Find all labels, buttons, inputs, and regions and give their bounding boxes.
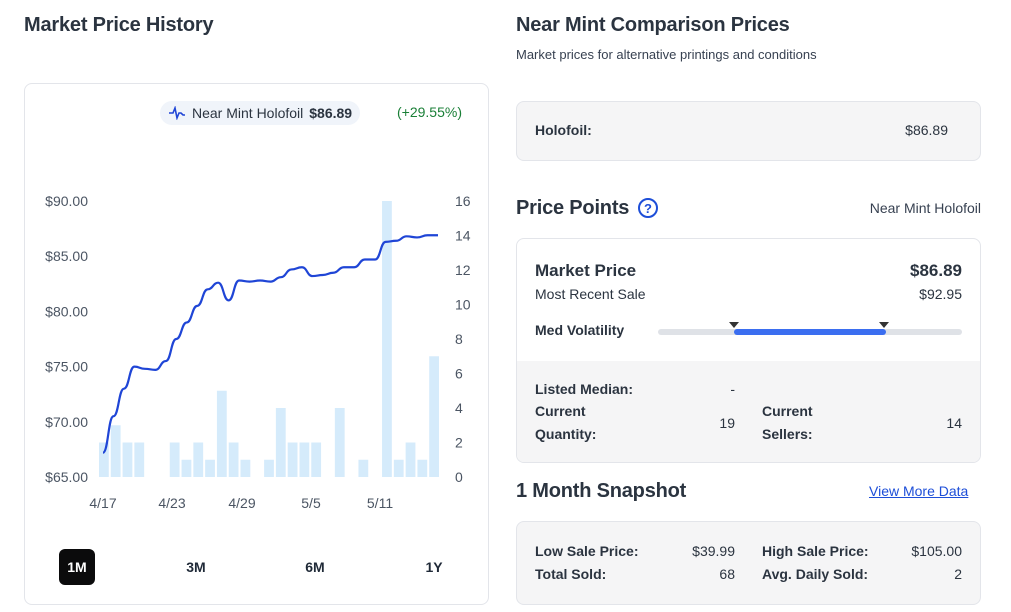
view-more-data-link[interactable]: View More Data <box>869 483 969 499</box>
range-button-1m[interactable]: 1M <box>59 549 95 585</box>
x-tick-label: 5/11 <box>367 495 393 511</box>
avg-daily-value: 2 <box>954 566 962 582</box>
volume-bar <box>181 459 192 477</box>
recent-sale-value: $92.95 <box>919 286 962 302</box>
chart-legend[interactable]: Near Mint Holofoil $86.89 <box>160 101 361 125</box>
volume-bar <box>417 459 428 477</box>
x-tick-label: 4/23 <box>158 495 185 511</box>
legend-price: $86.89 <box>309 105 353 121</box>
y-left-tick-label: $90.00 <box>45 193 88 209</box>
range-button-3m[interactable]: 3M <box>186 559 206 575</box>
volume-bar <box>134 442 145 477</box>
listed-median-label: Listed Median: <box>535 381 634 397</box>
current-quantity-label-2: Quantity: <box>535 426 597 442</box>
low-sale-label: Low Sale Price: <box>535 543 639 559</box>
price-points-stats-bg <box>517 361 980 462</box>
volatility-low-marker-icon <box>729 322 739 328</box>
y-right-tick-label: 4 <box>455 400 463 416</box>
snapshot-card <box>516 521 981 605</box>
price-points-title: Price Points <box>516 197 630 219</box>
volume-bar <box>205 459 215 477</box>
volume-bar <box>169 442 180 477</box>
listed-median-value: - <box>730 381 735 397</box>
volatility-high-marker-icon <box>879 322 889 328</box>
low-sale-value: $39.99 <box>692 543 735 559</box>
current-quantity-value: 19 <box>719 415 735 431</box>
y-right-tick-label: 10 <box>455 297 471 313</box>
volume-bar <box>311 442 322 477</box>
x-tick-label: 4/29 <box>228 495 255 511</box>
holofoil-label: Holofoil: <box>535 122 592 138</box>
legend-change: (+29.55%) <box>397 104 462 120</box>
price-points-card <box>516 238 981 463</box>
volume-bar <box>122 442 133 477</box>
volume-bar <box>393 459 404 477</box>
volume-bar <box>216 390 227 477</box>
volume-bar <box>99 442 109 477</box>
y-right-tick-label: 14 <box>455 228 471 244</box>
y-right-tick-label: 2 <box>455 435 463 451</box>
price-history-card <box>24 83 489 605</box>
y-left-tick-label: $75.00 <box>45 359 88 375</box>
high-sale-label: High Sale Price: <box>762 543 869 559</box>
total-sold-value: 68 <box>719 566 735 582</box>
volume-bar <box>429 356 439 477</box>
y-left-tick-label: $70.00 <box>45 414 88 430</box>
y-left-tick-label: $85.00 <box>45 248 88 264</box>
volatility-label: Med Volatility <box>535 322 625 338</box>
line-chart-icon <box>169 106 185 120</box>
volume-bar <box>382 201 392 477</box>
volume-bar <box>240 459 251 477</box>
y-left-tick-label: $80.00 <box>45 303 88 319</box>
current-quantity-label-1: Current <box>535 403 586 419</box>
volume-bar <box>193 442 204 477</box>
high-sale-value: $105.00 <box>911 543 962 559</box>
price-history-chart: $90.00 $85.00 $80.00 $75.00 $70.00 $65.00 16 14… <box>45 193 471 511</box>
current-sellers-label-1: Current <box>762 403 813 419</box>
comparison-card <box>516 101 981 161</box>
market-price-line <box>101 234 438 454</box>
volume-bar <box>264 459 274 477</box>
volume-bar <box>275 408 286 477</box>
question-circle-icon[interactable]: ? <box>638 198 658 218</box>
recent-sale-label: Most Recent Sale <box>535 286 646 302</box>
y-left-tick-label: $65.00 <box>45 469 88 485</box>
y-right-tick-label: 8 <box>455 331 463 347</box>
holofoil-value: $86.89 <box>905 122 948 138</box>
volume-bar <box>358 459 369 477</box>
y-right-tick-label: 12 <box>455 262 471 278</box>
price-points-condition: Near Mint Holofoil <box>869 200 981 216</box>
x-tick-label: 5/5 <box>301 495 321 511</box>
legend-label: Near Mint Holofoil <box>192 105 304 121</box>
y-right-tick-label: 16 <box>455 193 471 209</box>
current-sellers-label-2: Sellers: <box>762 426 813 442</box>
volume-bar <box>110 425 121 477</box>
range-button-1y[interactable]: 1Y <box>425 559 443 575</box>
market-price-value: $86.89 <box>910 261 962 280</box>
current-sellers-value: 14 <box>946 415 962 431</box>
y-right-tick-label: 6 <box>455 366 463 382</box>
snapshot-title: 1 Month Snapshot <box>516 480 687 502</box>
comparison-title: Near Mint Comparison Prices <box>516 14 790 36</box>
volume-bar <box>287 442 298 477</box>
avg-daily-label: Avg. Daily Sold: <box>762 566 869 582</box>
comparison-subtitle: Market prices for alternative printings … <box>516 47 817 62</box>
volume-bar <box>405 442 416 477</box>
x-tick-label: 4/17 <box>89 495 116 511</box>
market-price-label: Market Price <box>535 261 637 280</box>
y-right-tick-label: 0 <box>455 469 463 485</box>
volatility-range <box>734 329 886 335</box>
volume-bar <box>228 442 239 477</box>
volume-bar <box>334 408 345 477</box>
range-button-6m[interactable]: 6M <box>305 559 325 575</box>
market-price-history-title: Market Price History <box>24 14 214 36</box>
total-sold-label: Total Sold: <box>535 566 607 582</box>
volume-bar <box>299 442 310 477</box>
